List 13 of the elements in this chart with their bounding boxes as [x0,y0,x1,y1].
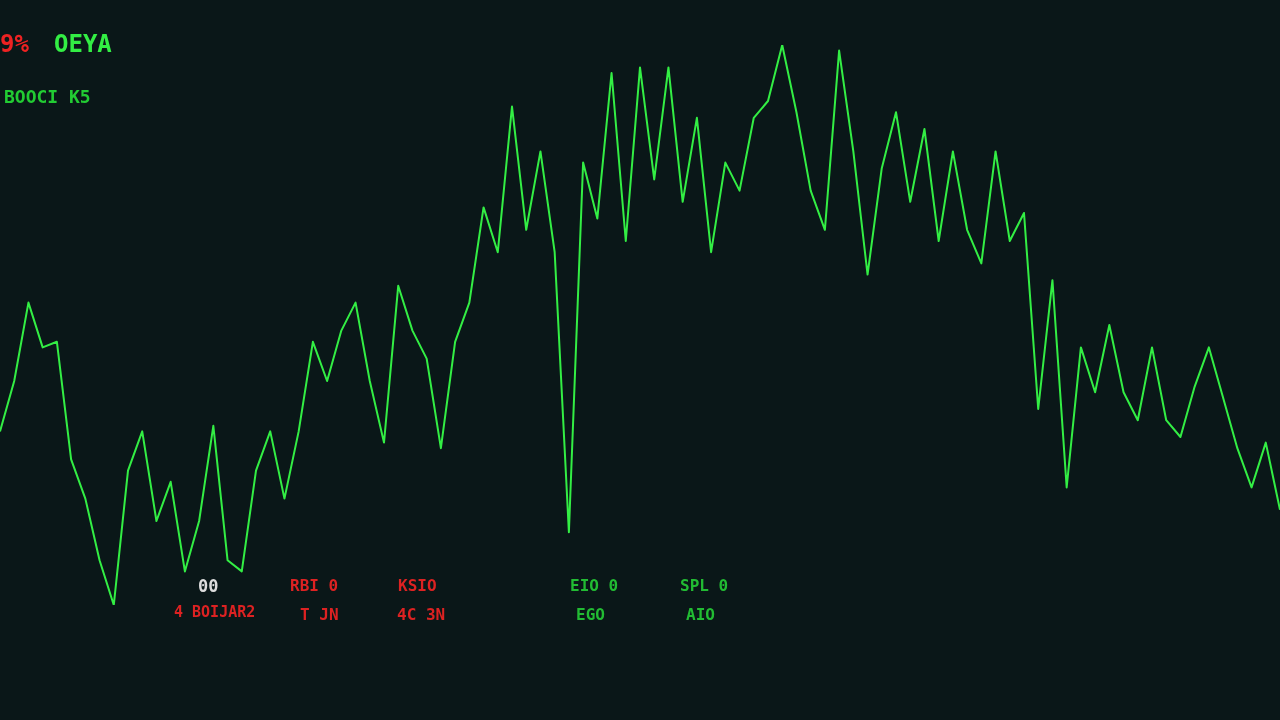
annotation: 4 BOIJAR2 [174,603,256,621]
annotation: SPL 0 [680,576,729,595]
annotation: KSIO [398,576,437,595]
annotation: AIO [686,605,715,624]
annotation: BOOCI K5 [4,86,91,107]
annotation: 00 [198,576,219,596]
annotation: EIO 0 [570,576,619,595]
annotation: EGO [576,605,605,624]
annotation: 4C 3N [397,605,446,624]
annotation: T JN [300,605,339,624]
annotation: OEYA [54,30,112,58]
annotation: RBI 0 [290,576,339,595]
annotation: 9% [0,30,29,58]
